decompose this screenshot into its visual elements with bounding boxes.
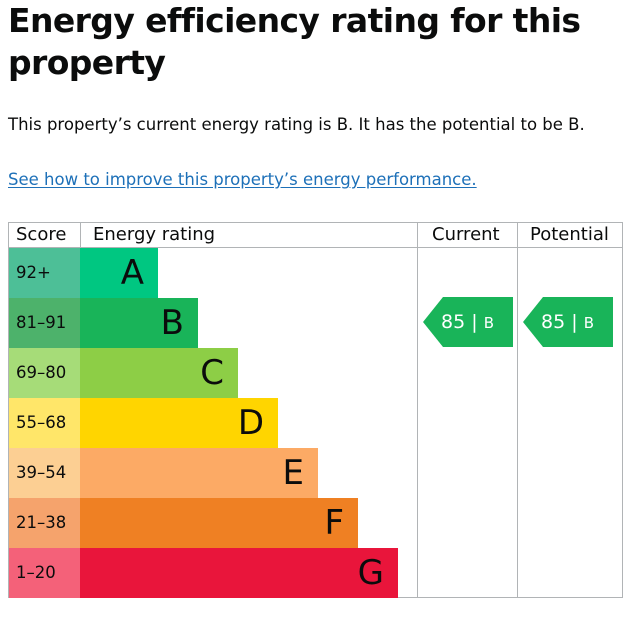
rating-band-g: 1–20 G — [9, 548, 417, 598]
current-column-header: Current — [432, 224, 500, 245]
rating-band-f: 21–38 F — [9, 498, 417, 548]
score-column-header: Score — [16, 224, 67, 245]
potential-rating-value: 85 — [541, 311, 566, 333]
current-rating-label: 85 | B — [441, 297, 494, 347]
band-bar: A — [80, 248, 158, 298]
rating-band-b: 81–91 B — [9, 298, 417, 348]
potential-arrow-shape — [523, 297, 613, 347]
band-bar: C — [80, 348, 238, 398]
energy-rating-column-header: Energy rating — [93, 224, 216, 245]
band-score: 69–80 — [9, 348, 80, 398]
column-divider — [417, 223, 418, 597]
band-bar: D — [80, 398, 278, 448]
energy-rating-table: Score Energy rating Current Potential 92… — [8, 222, 623, 598]
band-bar: F — [80, 498, 358, 548]
potential-column-header: Potential — [530, 224, 609, 245]
band-bar: G — [80, 548, 398, 598]
rating-band-d: 55–68 D — [9, 398, 417, 448]
potential-rating-indicator: 85 | B — [523, 297, 613, 347]
current-rating-indicator: 85 | B — [423, 297, 513, 347]
band-bar: B — [80, 298, 198, 348]
band-score: 21–38 — [9, 498, 80, 548]
page-title: Energy efficiency rating for this proper… — [8, 1, 581, 82]
band-score: 1–20 — [9, 548, 80, 598]
band-score: 81–91 — [9, 298, 80, 348]
band-bar: E — [80, 448, 318, 498]
potential-rating-label: 85 | B — [541, 297, 594, 347]
rating-band-c: 69–80 C — [9, 348, 417, 398]
header-divider — [9, 247, 622, 248]
rating-band-e: 39–54 E — [9, 448, 417, 498]
band-score: 55–68 — [9, 398, 80, 448]
current-arrow-shape — [423, 297, 513, 347]
rating-summary: This property’s current energy rating is… — [8, 115, 585, 134]
column-divider — [517, 223, 518, 597]
potential-rating-separator: | — [571, 311, 578, 333]
potential-rating-letter: B — [583, 314, 594, 332]
current-rating-separator: | — [471, 311, 478, 333]
current-rating-letter: B — [483, 314, 494, 332]
band-score: 39–54 — [9, 448, 80, 498]
improve-performance-link[interactable]: See how to improve this property’s energ… — [8, 170, 477, 189]
current-rating-value: 85 — [441, 311, 466, 333]
rating-band-a: 92+ A — [9, 248, 417, 298]
band-score: 92+ — [9, 248, 80, 298]
